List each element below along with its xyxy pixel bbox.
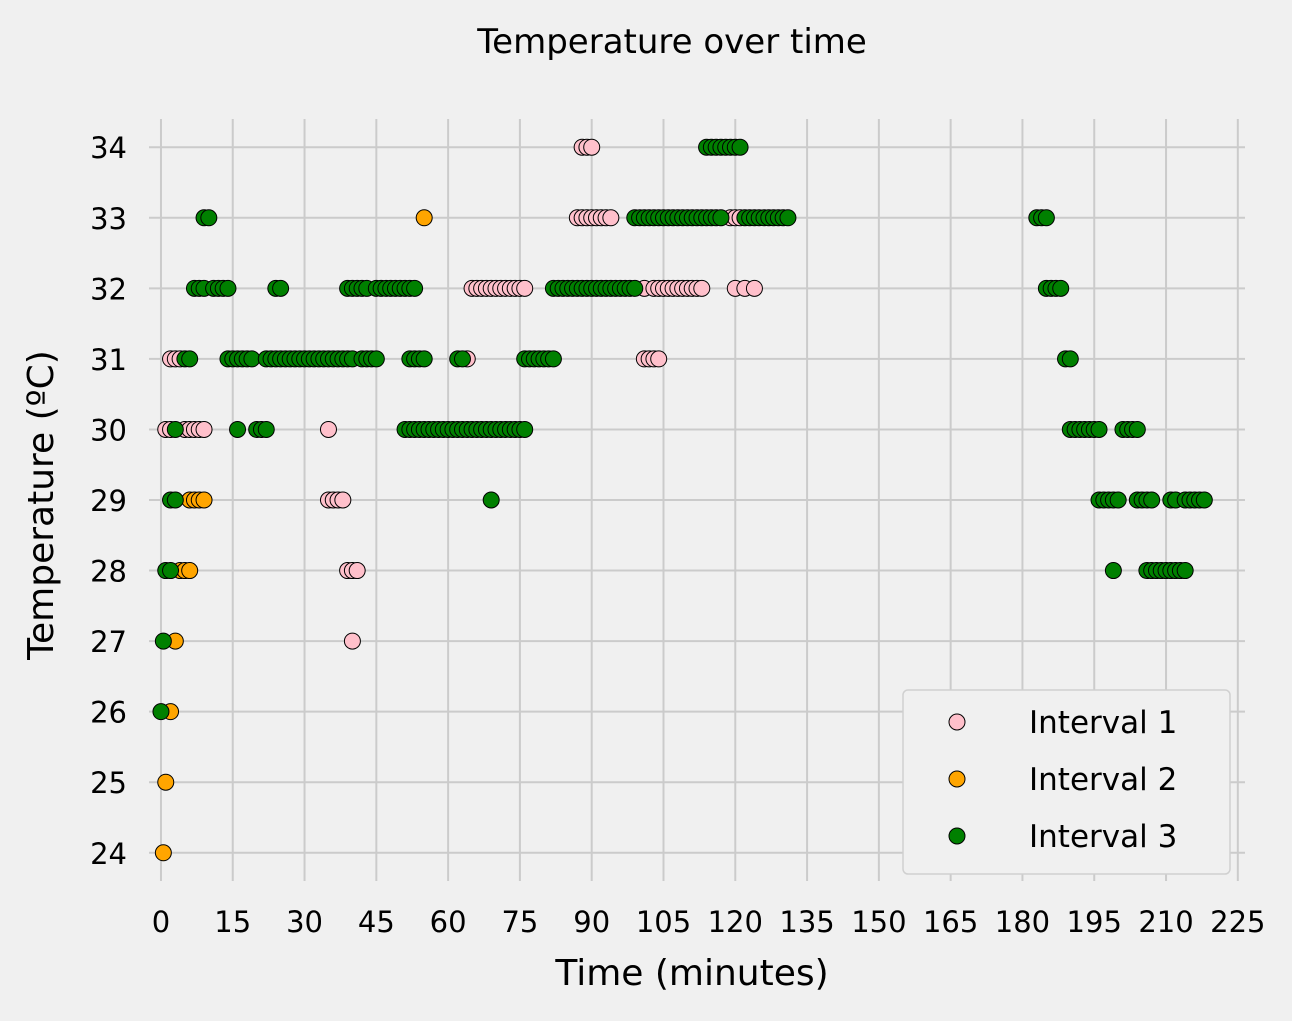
x-tick-label: 120 [708, 905, 763, 939]
y-tick-label: 25 [90, 766, 127, 800]
chart-title: Temperature over time [476, 22, 867, 62]
data-point-interval-3 [415, 350, 433, 368]
y-tick-label: 34 [90, 131, 127, 165]
data-point-interval-3 [367, 350, 385, 368]
data-point-interval-1 [348, 562, 366, 580]
y-tick-label: 31 [90, 343, 127, 377]
x-tick-label: 165 [923, 905, 978, 939]
y-tick-label: 24 [90, 837, 127, 871]
data-points [152, 138, 1213, 862]
legend-marker [948, 827, 966, 845]
x-tick-label: 225 [1210, 905, 1265, 939]
data-point-interval-3 [166, 420, 184, 438]
legend-label: Interval 1 [1029, 705, 1177, 741]
data-point-interval-3 [712, 209, 730, 227]
x-tick-label: 45 [358, 905, 395, 939]
data-point-interval-1 [602, 209, 620, 227]
x-tick-label: 0 [152, 905, 170, 939]
data-point-interval-3 [1104, 562, 1122, 580]
data-point-interval-1 [195, 420, 213, 438]
data-point-interval-1 [745, 279, 763, 297]
data-point-interval-2 [415, 209, 433, 227]
data-point-interval-3 [162, 562, 180, 580]
data-point-interval-3 [1176, 562, 1194, 580]
data-point-interval-3 [1061, 350, 1079, 368]
data-point-interval-3 [152, 703, 170, 721]
data-point-interval-2 [181, 562, 199, 580]
y-tick-label: 27 [90, 625, 127, 659]
data-point-interval-3 [1052, 279, 1070, 297]
x-tick-label: 30 [286, 905, 323, 939]
x-tick-label: 105 [636, 905, 691, 939]
x-tick-labels: 0 15 30 45 60 75 90 105 120 135 150 165 180 195 210 225 [152, 905, 1266, 939]
x-tick-label: 135 [779, 905, 834, 939]
x-tick-label: 180 [995, 905, 1050, 939]
x-tick-label: 195 [1067, 905, 1122, 939]
data-point-interval-3 [154, 632, 172, 650]
y-tick-label: 29 [90, 484, 127, 518]
data-point-interval-3 [229, 420, 247, 438]
x-tick-label: 75 [501, 905, 538, 939]
data-point-interval-3 [257, 420, 275, 438]
data-point-interval-3 [166, 491, 184, 509]
x-tick-label: 210 [1138, 905, 1193, 939]
data-point-interval-3 [200, 209, 218, 227]
y-tick-labels: 24 25 26 27 28 29 30 31 32 33 34 [90, 131, 127, 871]
data-point-interval-3 [516, 420, 534, 438]
x-tick-label: 150 [851, 905, 906, 939]
data-point-interval-3 [1143, 491, 1161, 509]
legend-label: Interval 2 [1029, 762, 1177, 798]
data-point-interval-3 [219, 279, 237, 297]
data-point-interval-3 [1128, 420, 1146, 438]
legend-marker [948, 770, 966, 788]
data-point-interval-2 [195, 491, 213, 509]
y-tick-label: 30 [90, 413, 127, 447]
data-point-interval-3 [779, 209, 797, 227]
y-axis-label: Temperature (ºC) [21, 350, 62, 661]
data-point-interval-2 [154, 844, 172, 862]
data-point-interval-3 [181, 350, 199, 368]
y-tick-label: 26 [90, 696, 127, 730]
data-point-interval-3 [272, 279, 290, 297]
x-tick-label: 90 [573, 905, 610, 939]
data-point-interval-3 [626, 279, 644, 297]
legend-marker [948, 713, 966, 731]
x-tick-label: 60 [430, 905, 467, 939]
legend-label: Interval 3 [1029, 819, 1177, 855]
data-point-interval-1 [516, 279, 534, 297]
y-tick-label: 33 [90, 202, 127, 236]
data-point-interval-3 [731, 138, 749, 156]
data-point-interval-3 [453, 350, 471, 368]
data-point-interval-3 [482, 491, 500, 509]
data-point-interval-3 [1109, 491, 1127, 509]
data-point-interval-3 [544, 350, 562, 368]
data-point-interval-1 [334, 491, 352, 509]
data-point-interval-3 [1037, 209, 1055, 227]
x-axis-label: Time (minutes) [554, 953, 828, 994]
y-tick-label: 32 [90, 272, 127, 306]
data-point-interval-3 [243, 350, 261, 368]
y-tick-label: 28 [90, 555, 127, 589]
data-point-interval-1 [693, 279, 711, 297]
data-point-interval-1 [583, 138, 601, 156]
x-tick-label: 15 [214, 905, 251, 939]
data-point-interval-3 [1195, 491, 1213, 509]
legend: Interval 1 Interval 2 Interval 3 [902, 689, 1231, 875]
data-point-interval-1 [650, 350, 668, 368]
data-point-interval-2 [157, 773, 175, 791]
data-point-interval-1 [319, 420, 337, 438]
legend-frame [902, 689, 1231, 875]
data-point-interval-3 [1090, 420, 1108, 438]
data-point-interval-1 [343, 632, 361, 650]
data-point-interval-3 [406, 279, 424, 297]
